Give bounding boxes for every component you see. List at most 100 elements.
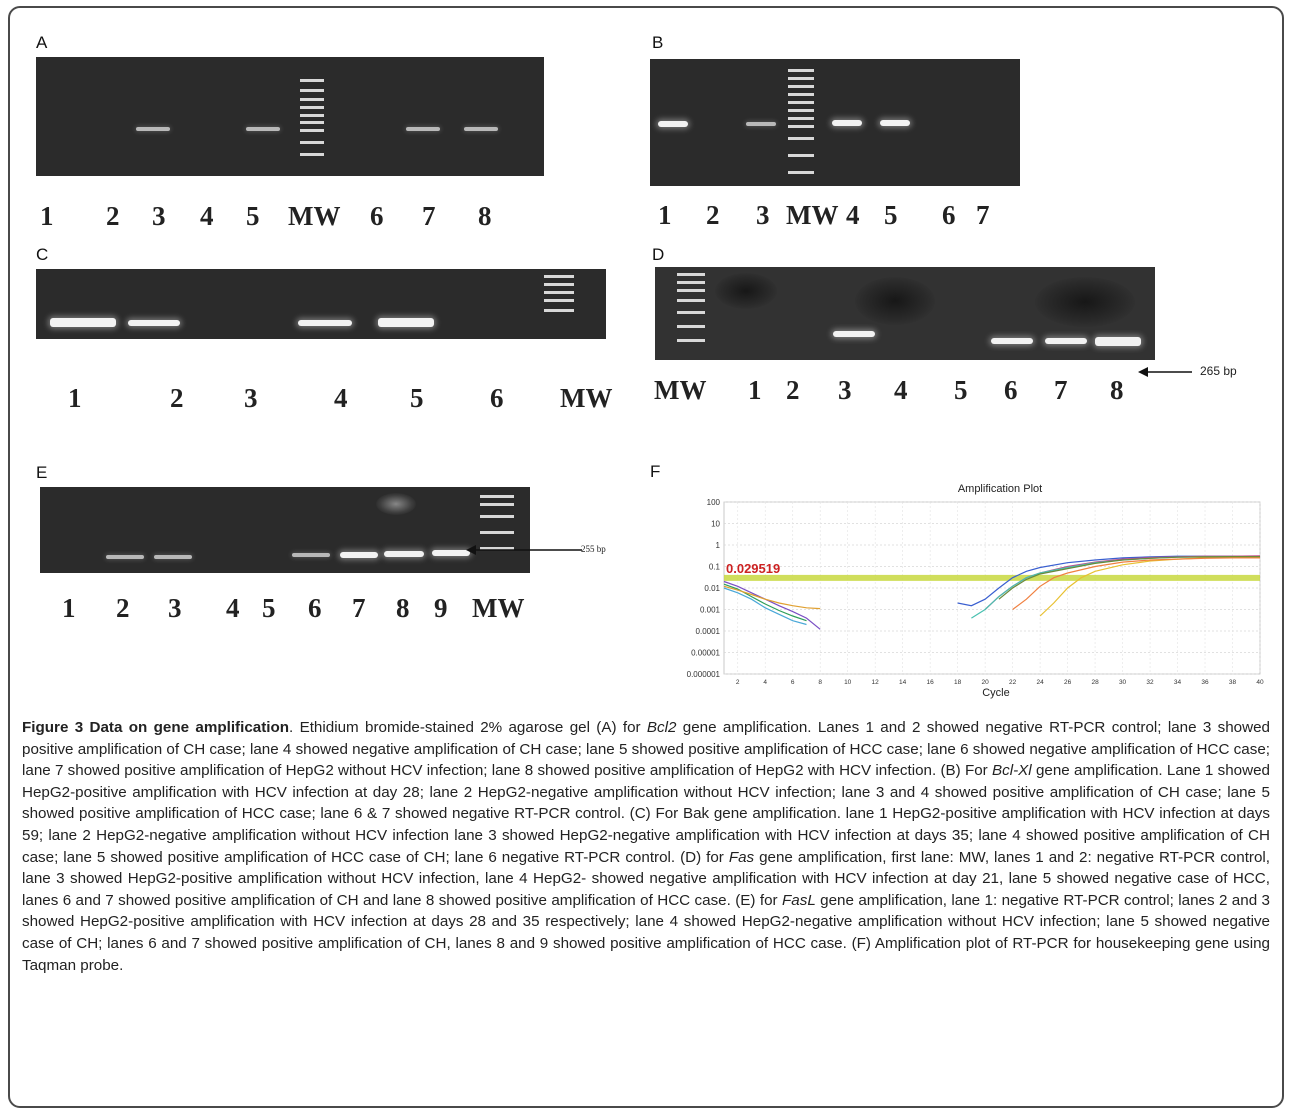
gel-image-e <box>40 487 530 573</box>
x-tick-label: 40 <box>1256 679 1264 686</box>
ladder-band <box>480 515 514 518</box>
gel-image-b <box>650 59 1020 186</box>
lane-label: MW <box>472 593 524 624</box>
x-tick-label: 8 <box>818 679 822 686</box>
x-tick-label: 34 <box>1174 679 1182 686</box>
ladder-band <box>788 154 814 157</box>
lane-label: 7 <box>422 201 436 232</box>
lane-label: 3 <box>168 593 182 624</box>
ladder-band <box>544 309 574 312</box>
x-tick-label: 20 <box>982 679 990 686</box>
ladder-band <box>300 141 324 144</box>
lane-label: 1 <box>68 383 82 414</box>
amplification-plot: Amplification Plot 1001010.10.010.0010.0… <box>660 478 1270 703</box>
gel-band <box>106 555 144 559</box>
lane-label: 6 <box>370 201 384 232</box>
gel-image-d <box>655 267 1155 360</box>
lane-label: 8 <box>396 593 410 624</box>
ladder-band <box>788 85 814 88</box>
y-tick-label: 0.1 <box>709 563 721 572</box>
ladder-band <box>300 121 324 124</box>
lane-label: 6 <box>1004 375 1018 406</box>
panel-letter-c: C <box>36 245 48 265</box>
gel-band <box>298 320 352 326</box>
x-tick-label: 28 <box>1091 679 1099 686</box>
y-tick-label: 100 <box>707 498 721 507</box>
ladder-band <box>788 69 814 72</box>
y-tick-label: 0.000001 <box>687 670 721 679</box>
lane-label: 7 <box>1054 375 1068 406</box>
y-tick-label: 0.001 <box>700 606 721 615</box>
ladder-band <box>788 171 814 174</box>
lane-label: MW <box>560 383 612 414</box>
gene-name: FasL <box>782 892 816 909</box>
gel-smear <box>855 277 935 325</box>
ladder-band <box>788 125 814 128</box>
x-tick-label: 6 <box>791 679 795 686</box>
lane-label: 1 <box>748 375 762 406</box>
caption-text: . Ethidium bromide-stained 2% agarose ge… <box>289 719 647 736</box>
gel-band <box>991 338 1033 344</box>
lane-label: 5 <box>262 593 276 624</box>
gene-name: Bcl-Xl <box>992 762 1032 779</box>
gel-band <box>406 127 440 131</box>
ladder-band <box>677 299 705 302</box>
x-tick-label: 36 <box>1201 679 1209 686</box>
lane-label: 4 <box>226 593 240 624</box>
ladder-band <box>480 503 514 506</box>
gel-band <box>658 121 688 127</box>
lane-label: 6 <box>490 383 504 414</box>
gel-band <box>340 552 378 558</box>
x-tick-label: 2 <box>736 679 740 686</box>
ladder-band <box>677 289 705 292</box>
lane-label: MW <box>288 201 340 232</box>
gene-name: Fas <box>729 849 754 866</box>
ladder-band <box>677 281 705 284</box>
lane-label: 5 <box>410 383 424 414</box>
lane-label: 3 <box>838 375 852 406</box>
ladder-band <box>300 153 324 156</box>
panel-letter-e: E <box>36 463 47 483</box>
lane-label: 6 <box>308 593 322 624</box>
ladder-band <box>300 129 324 132</box>
x-tick-label: 10 <box>844 679 852 686</box>
gel-band <box>292 553 330 557</box>
lane-label: 4 <box>894 375 908 406</box>
lane-label: 9 <box>434 593 448 624</box>
lane-label: MW <box>654 375 706 406</box>
band-size-label-e: 255 bp <box>581 544 606 554</box>
x-tick-label: 12 <box>872 679 880 686</box>
panel-letter-d: D <box>652 245 664 265</box>
gel-image-a <box>36 57 544 176</box>
ladder-band <box>544 275 574 278</box>
ladder-band <box>300 106 324 109</box>
lane-label: 2 <box>106 201 120 232</box>
x-tick-label: 26 <box>1064 679 1072 686</box>
plot-title: Amplification Plot <box>958 483 1042 495</box>
ladder-band <box>788 101 814 104</box>
lane-label: 3 <box>756 200 770 231</box>
lane-label: 5 <box>246 201 260 232</box>
arrow-e <box>466 542 584 558</box>
lane-label: MW <box>786 200 838 231</box>
gel-band <box>746 122 776 126</box>
gel-band <box>832 120 862 126</box>
x-tick-label: 22 <box>1009 679 1017 686</box>
ladder-band <box>788 137 814 140</box>
gel-band <box>1095 337 1141 346</box>
x-tick-label: 24 <box>1036 679 1044 686</box>
gel-band <box>128 320 180 326</box>
gel-image-c <box>36 269 606 339</box>
gel-smear <box>1035 277 1135 327</box>
lane-label: 4 <box>846 200 860 231</box>
ladder-band <box>788 109 814 112</box>
lane-label: 2 <box>170 383 184 414</box>
ladder-band <box>677 311 705 314</box>
panel-letter-a: A <box>36 33 47 53</box>
lane-label: 2 <box>786 375 800 406</box>
ladder-band <box>544 283 574 286</box>
lane-label: 5 <box>954 375 968 406</box>
y-tick-label: 0.01 <box>704 584 720 593</box>
lane-label: 7 <box>976 200 990 231</box>
ladder-band <box>677 339 705 342</box>
